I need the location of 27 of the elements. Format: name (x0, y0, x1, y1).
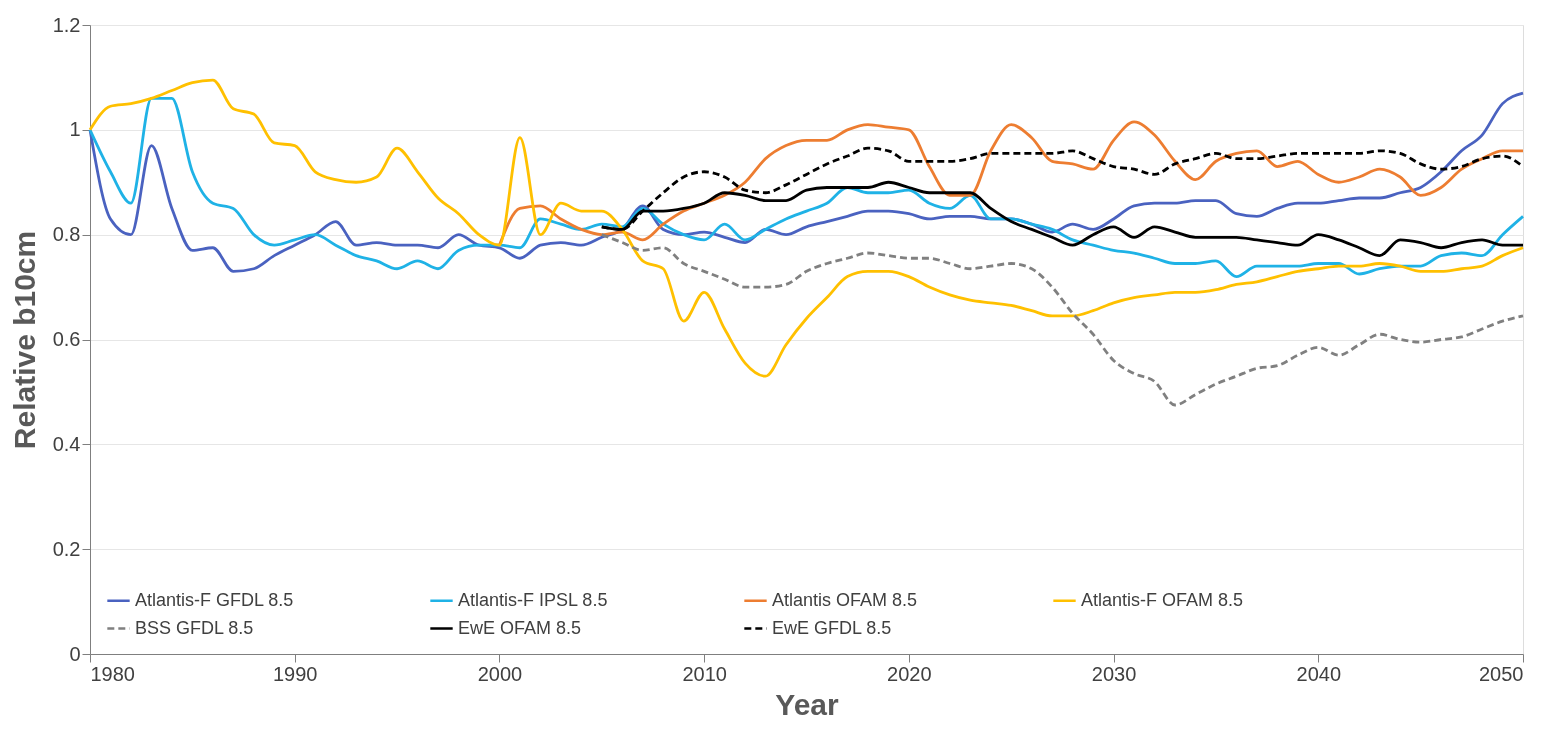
y-tick-label: 0.6 (52, 328, 81, 350)
y-tick-label: 0.8 (52, 223, 81, 246)
legend-label: EwE OFAM 8.5 (458, 617, 582, 638)
x-tick-label: 2010 (682, 662, 727, 685)
y-tick-label: 0.4 (52, 432, 81, 455)
x-tick-label: 1980 (90, 662, 135, 685)
x-axis-title: Year (775, 687, 840, 721)
x-tick-label: 2020 (887, 662, 932, 685)
y-tick-label: 0 (69, 642, 81, 665)
line-series (88, 78, 1525, 378)
y-axis-title: Relative b10cm (7, 230, 41, 450)
x-tick-label: 1990 (272, 662, 318, 685)
line-series (600, 233, 1525, 407)
x-tick-label: 2040 (1296, 662, 1342, 685)
legend-label: Atlantis OFAM 8.5 (772, 589, 918, 610)
legend-label: EwE GFDL 8.5 (772, 617, 892, 638)
legend-label: Atlantis-F OFAM 8.5 (1081, 589, 1244, 610)
legend-label: BSS GFDL 8.5 (135, 617, 254, 638)
y-tick-label: 1 (69, 118, 81, 141)
legend-label: Atlantis-F GFDL 8.5 (135, 589, 294, 610)
x-tick-label: 2000 (477, 662, 523, 685)
y-tick-label: 0.2 (52, 537, 81, 560)
x-tick-label: 2030 (1091, 662, 1137, 685)
x-tick-label: 2050 (1479, 662, 1524, 685)
line-series (498, 120, 1525, 247)
y-tick-label: 1.2 (52, 13, 81, 36)
legend-label: Atlantis-F IPSL 8.5 (458, 589, 608, 610)
